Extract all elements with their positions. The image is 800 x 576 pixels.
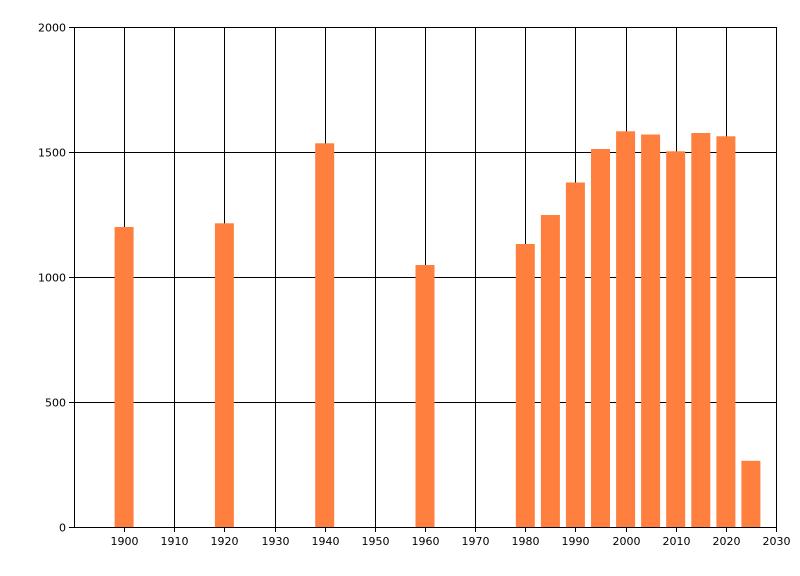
x-tick-label: 1910 [161,535,189,548]
x-tick-label: 1930 [262,535,290,548]
bar [415,265,435,527]
bar [114,227,134,527]
y-tick-label: 0 [59,522,66,535]
x-tick-label: 1940 [312,535,340,548]
bar [214,223,234,528]
y-tick-label: 500 [45,397,66,410]
x-tick-label: 2030 [763,535,791,548]
y-tick-label: 1500 [38,147,66,160]
x-tick-label: 2000 [613,535,641,548]
x-tick-label: 2010 [663,535,691,548]
x-tick-label: 1960 [412,535,440,548]
x-tick-label: 1990 [562,535,590,548]
y-tick-label: 2000 [38,22,66,35]
x-tick-label: 1920 [211,535,239,548]
bar [565,182,585,527]
bar [515,244,535,527]
bar [666,151,686,528]
x-tick-label: 1950 [362,535,390,548]
x-tick-label: 1900 [111,535,139,548]
bar [591,149,610,527]
bar [716,136,736,528]
bar [540,215,560,527]
bar [691,133,711,527]
x-tick-label: 1980 [512,535,540,548]
axis-layer: 0 500 1000 1500 2000 1900 1910 1920 1930 1940 1950… [38,22,791,549]
y-tick-label: 1000 [38,272,66,285]
bar [741,460,761,528]
bar [315,143,335,528]
bar [641,134,661,527]
bar-layer [114,131,761,528]
x-tick-label: 2020 [713,535,741,548]
bar [616,131,636,528]
x-tick-label: 1970 [462,535,490,548]
